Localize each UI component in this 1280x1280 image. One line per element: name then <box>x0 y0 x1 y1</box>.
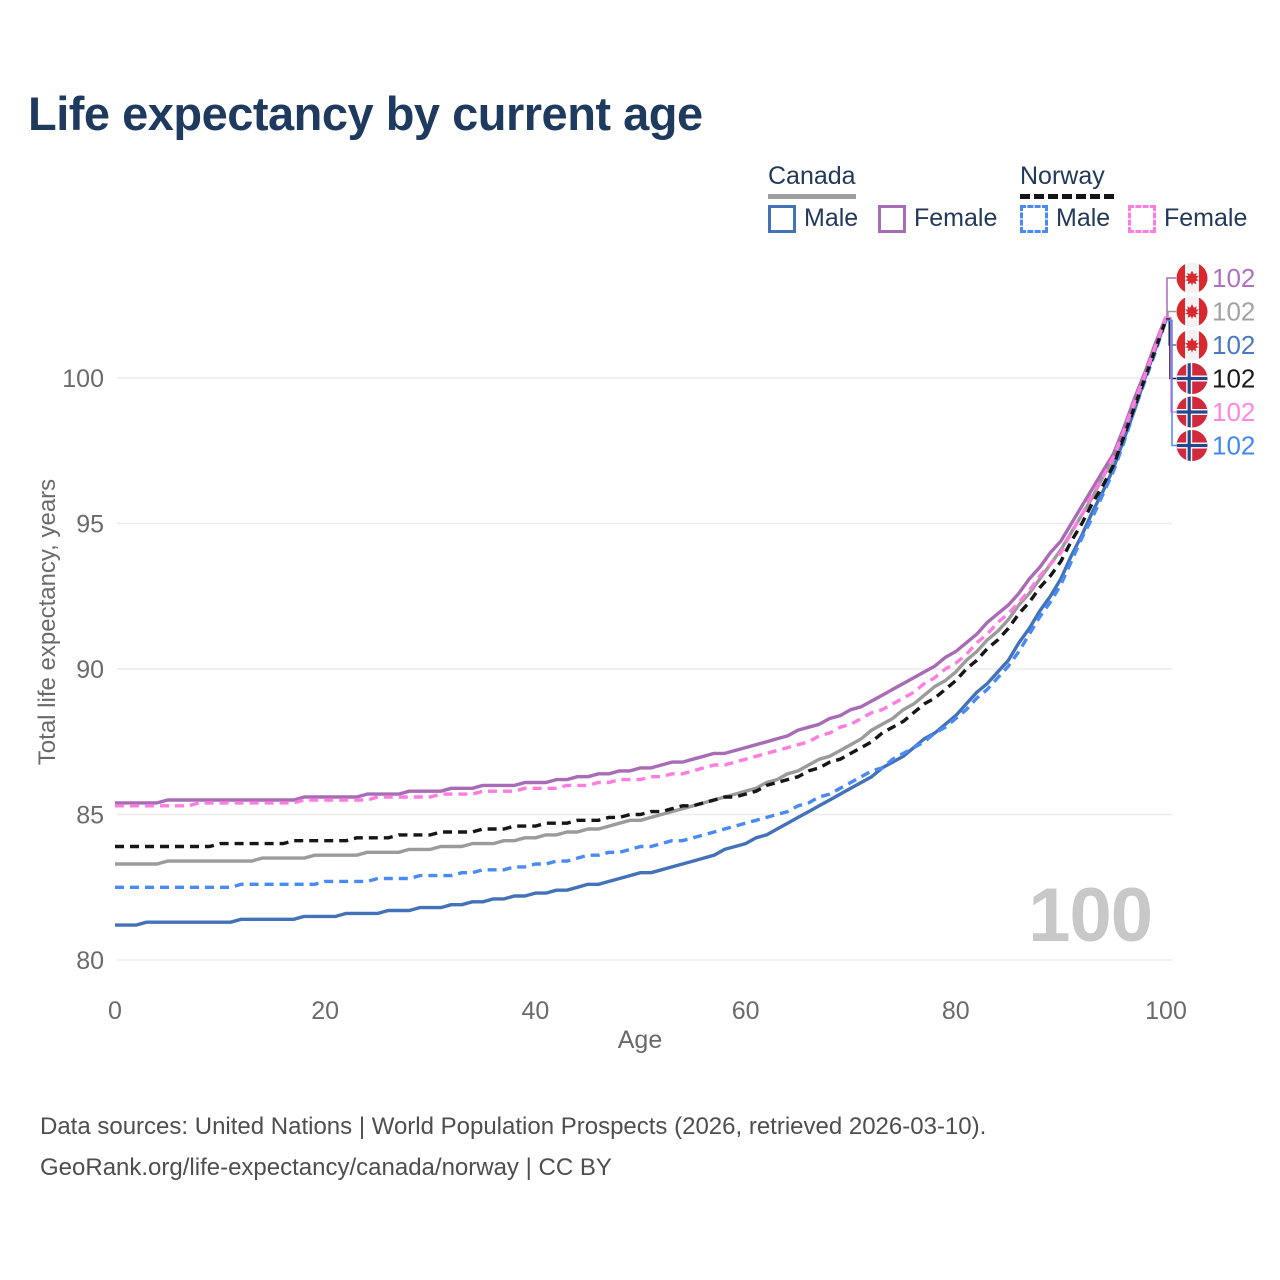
x-tick-label: 20 <box>311 997 339 1025</box>
page-title: Life expectancy by current age <box>28 87 703 140</box>
y-tick-label: 100 <box>62 365 104 393</box>
legend-item-label: Male <box>1056 204 1111 232</box>
x-tick-label: 80 <box>942 997 970 1025</box>
x-axis-title: Age <box>617 1026 663 1054</box>
series-line-canada-female <box>115 316 1168 805</box>
canada-male-swatch-icon <box>768 204 796 233</box>
series-line-norway-male <box>115 319 1168 889</box>
legend-item-label: Female <box>914 204 998 232</box>
norway-female-swatch-icon <box>1128 204 1156 233</box>
legend-group-canada[interactable]: Canada <box>768 162 856 199</box>
source-attribution: Data sources: United Nations | World Pop… <box>40 1106 986 1188</box>
source-line-2: GeoRank.org/life-expectancy/canada/norwa… <box>40 1154 612 1181</box>
legend-canada-line-sample <box>768 194 856 199</box>
series-line-canada-male <box>115 319 1168 927</box>
y-axis-title: Total life expectancy, years <box>34 478 61 766</box>
legend-item-label: Female <box>1164 204 1248 232</box>
legend-group-norway[interactable]: Norway <box>1020 162 1114 199</box>
legend-group-label: Norway <box>1020 162 1105 190</box>
x-tick-label: 60 <box>732 997 760 1025</box>
series-line-norway-female <box>115 316 1168 808</box>
series-line-norway-total <box>115 319 1168 849</box>
norway-flag-icon <box>1176 430 1208 461</box>
legend-item-label: Male <box>804 204 859 232</box>
norway-flag-icon <box>1176 363 1208 394</box>
legend-item-canada-male[interactable]: Male <box>768 204 858 233</box>
legend-item-canada-female[interactable]: Female <box>878 204 997 233</box>
x-tick-label: 0 <box>108 997 122 1025</box>
end-value-label: 102 <box>1212 263 1255 293</box>
leader-line <box>1166 317 1176 380</box>
canada-flag-icon <box>1176 329 1208 361</box>
norway-flag-icon <box>1176 396 1208 428</box>
leader-line <box>1166 319 1176 447</box>
end-value-label: 102 <box>1212 297 1255 327</box>
end-value-label: 102 <box>1212 330 1255 360</box>
legend-norway-line-sample <box>1020 194 1114 199</box>
norway-male-swatch-icon <box>1020 204 1048 233</box>
canada-female-swatch-icon <box>878 204 906 233</box>
end-value-label: 102 <box>1212 364 1255 394</box>
canada-flag-icon <box>1176 262 1208 294</box>
end-value-label: 102 <box>1212 431 1255 461</box>
x-tick-label: 100 <box>1145 997 1187 1025</box>
legend-item-norway-female[interactable]: Female <box>1128 204 1247 233</box>
source-line-1: Data sources: United Nations | World Pop… <box>40 1113 987 1140</box>
legend-item-norway-male[interactable]: Male <box>1020 204 1110 233</box>
x-tick-label: 40 <box>521 997 549 1025</box>
end-value-label: 102 <box>1212 397 1255 427</box>
series-line-canada-total <box>115 316 1168 866</box>
y-tick-label: 85 <box>76 802 104 830</box>
canada-flag-icon <box>1176 296 1208 327</box>
age-ticker-watermark: 100 <box>1028 873 1153 958</box>
y-tick-label: 95 <box>76 511 104 539</box>
y-tick-label: 80 <box>76 947 104 975</box>
leader-line <box>1166 316 1176 413</box>
y-tick-label: 90 <box>76 656 104 684</box>
legend-group-label: Canada <box>768 162 856 190</box>
legend: Canada Norway Male Female Male Female <box>768 162 1268 242</box>
